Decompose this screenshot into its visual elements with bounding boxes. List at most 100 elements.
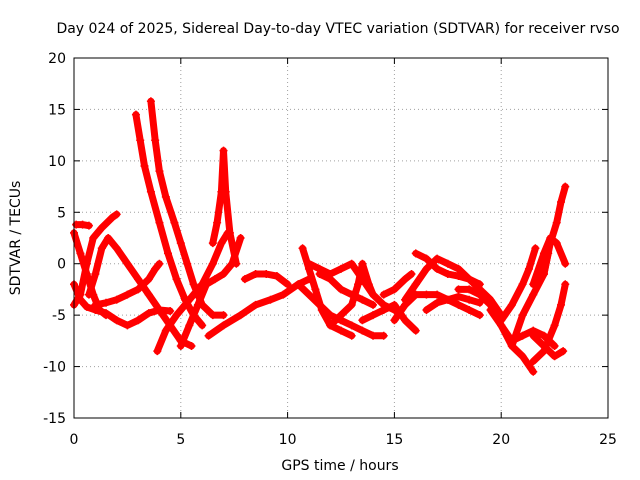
data-point-marker [347, 321, 356, 330]
data-point-marker [475, 298, 484, 307]
data-point-marker [225, 228, 234, 237]
data-point-marker [369, 331, 378, 340]
data-point-marker [208, 311, 217, 320]
data-point-marker [557, 300, 566, 309]
data-point-marker [390, 316, 399, 325]
data-point-marker [155, 306, 164, 314]
series-sat-ae [539, 182, 570, 278]
series-sat-j [176, 234, 245, 350]
series-sat-k [208, 146, 241, 268]
data-point-marker [251, 300, 260, 309]
data-point-marker [236, 234, 245, 242]
series-sat-x [422, 292, 484, 314]
data-point-marker [262, 270, 271, 278]
data-point-marker [172, 311, 181, 320]
data-point-marker [144, 309, 153, 318]
y-axis-label: SDTVAR / TECUs [8, 181, 24, 296]
series-trace [132, 111, 206, 329]
data-point-marker [82, 302, 91, 311]
data-point-marker [364, 280, 373, 289]
series-trace [358, 301, 420, 335]
data-point-marker [294, 280, 303, 289]
x-tick-label: 0 [70, 432, 79, 448]
data-point-marker [486, 306, 495, 314]
data-point-marker [189, 290, 198, 299]
data-point-marker [358, 316, 367, 325]
series-sat-w [411, 249, 484, 289]
data-point-marker [204, 331, 213, 340]
data-point-marker [475, 290, 484, 299]
data-point-marker [91, 270, 100, 278]
data-point-marker [123, 321, 132, 330]
data-point-marker [311, 285, 320, 294]
data-point-marker [454, 264, 463, 273]
data-point-marker [104, 234, 113, 242]
data-point-marker [155, 218, 164, 227]
data-point-marker [550, 342, 559, 350]
data-point-marker [76, 290, 85, 299]
data-point-marker [443, 270, 452, 278]
data-point-marker [131, 110, 140, 119]
data-point-marker [170, 218, 179, 227]
data-point-marker [369, 311, 378, 320]
data-point-marker [304, 259, 313, 268]
data-point-marker [465, 285, 474, 294]
data-point-marker [151, 264, 160, 273]
data-point-marker [337, 285, 345, 294]
data-point-marker [411, 290, 420, 299]
data-point-marker [172, 275, 181, 284]
data-point-marker [433, 298, 442, 307]
data-point-marker [272, 272, 281, 281]
data-point-marker [561, 280, 570, 289]
data-point-marker [91, 300, 100, 309]
data-point-marker [358, 326, 367, 335]
data-point-marker [155, 167, 164, 176]
data-point-marker [422, 264, 431, 273]
y-tick-label: -15 [43, 411, 66, 427]
data-point-marker [354, 280, 363, 289]
data-point-marker [181, 300, 190, 309]
data-point-marker [529, 290, 538, 299]
data-point-marker [134, 285, 143, 294]
x-tick-label: 20 [492, 432, 510, 448]
series-sat-p [294, 280, 388, 340]
data-point-marker [240, 275, 249, 284]
series-sat-m [240, 270, 292, 289]
data-point-marker [326, 270, 335, 278]
data-point-marker [213, 218, 222, 227]
data-point-marker [546, 239, 555, 248]
data-point-marker [326, 321, 335, 330]
data-point-marker [518, 280, 527, 289]
data-point-marker [151, 136, 160, 145]
data-point-marker [369, 300, 378, 309]
data-point-marker [529, 280, 538, 289]
series-sat-n [315, 270, 378, 309]
data-point-marker [539, 342, 548, 350]
data-point-marker [84, 221, 93, 230]
data-point-marker [236, 311, 245, 320]
data-point-marker [465, 275, 474, 284]
data-point-marker [78, 220, 87, 229]
data-point-marker [454, 292, 463, 301]
data-point-marker [497, 316, 506, 325]
data-point-marker [379, 290, 388, 299]
data-point-marker [146, 187, 155, 196]
data-point-marker [443, 295, 452, 304]
data-point-marker [475, 280, 484, 289]
series-sat-h [146, 97, 228, 320]
data-point-marker [539, 270, 548, 278]
y-tick-label: -10 [43, 360, 66, 376]
data-point-marker [433, 264, 442, 273]
data-point-marker [219, 321, 228, 330]
data-point-marker [407, 270, 416, 278]
data-point-marker [561, 259, 570, 268]
data-point-marker [337, 264, 345, 273]
series-sat-f [91, 259, 164, 309]
data-point-marker [176, 239, 185, 248]
y-tick-label: 10 [48, 154, 66, 170]
series-trace [529, 332, 567, 360]
data-point-marker [557, 198, 566, 206]
data-point-marker [507, 342, 516, 350]
y-tick-label: 20 [48, 51, 66, 67]
data-point-marker [153, 347, 162, 356]
